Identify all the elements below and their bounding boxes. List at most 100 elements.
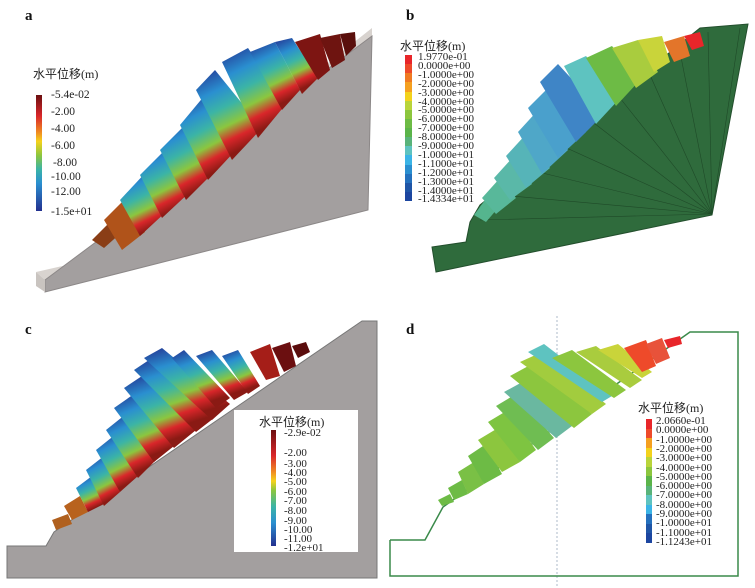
legend-tick: -12.00 <box>51 186 81 198</box>
legend-tick: -7.00 <box>284 495 307 507</box>
colorbar-segment <box>405 55 412 65</box>
legend-title-c: 水平位移(m) <box>259 415 325 429</box>
colorbar-segment <box>646 428 652 439</box>
legend-tick: -2.00 <box>51 106 75 118</box>
legend-tick: -1.3000e+01 <box>418 175 474 188</box>
legend-tick: -3.0000e+00 <box>656 452 712 465</box>
legend-tick: -1.0000e+00 <box>656 433 712 446</box>
legend-tick: -3.0000e+00 <box>418 86 474 99</box>
legend-tick: -2.9e-02 <box>284 427 321 439</box>
legend-title-b: 水平位移(m) <box>400 39 466 53</box>
colorbar-segment <box>405 109 412 119</box>
slope-model-3d-a <box>36 28 373 293</box>
colorbar-segment <box>405 146 412 156</box>
legend-tick: -9.0000e+00 <box>656 508 712 520</box>
legend-tick: -2.0000e+00 <box>656 442 712 455</box>
panel-label-d: d <box>406 322 415 338</box>
legend-tick: -8.00 <box>53 157 77 169</box>
colorbar-segment <box>405 82 412 92</box>
colorbar-segment <box>405 155 412 165</box>
colorbar-segment <box>405 164 412 174</box>
colorbar-segment <box>646 447 652 458</box>
colorbar-b <box>405 55 412 201</box>
colorbar-segment <box>405 182 412 192</box>
colorbar-segment <box>646 476 652 486</box>
panel-label-c: c <box>25 322 32 338</box>
legend-tick: -6.0000e+00 <box>656 480 712 493</box>
legend-tick: -4.00 <box>284 467 307 479</box>
legend-tick: -10.00 <box>51 171 81 183</box>
panel-d: d 水平位移(m) 2.0660e-01 0.0000e+00 -1 <box>380 300 755 588</box>
colorbar-segment <box>646 485 652 496</box>
colorbar-segment <box>405 118 412 128</box>
legend-tick: -1.1243e+01 <box>656 535 712 548</box>
colorbar-segment <box>405 91 412 101</box>
legend-tick: -1.1000e+01 <box>656 526 712 539</box>
legend-tick: -9.0000e+00 <box>418 140 474 152</box>
colorbar-d <box>646 419 652 543</box>
colorbar-segment <box>646 438 652 448</box>
legend-tick: -9.00 <box>284 515 307 527</box>
colorbar-segment <box>646 495 652 505</box>
legend-tick: -7.0000e+00 <box>656 489 712 502</box>
legend-tick: 1.9770e-01 <box>418 51 468 63</box>
legend-tick: -5.0000e+00 <box>656 470 712 483</box>
legend-tick: 2.0660e-01 <box>656 415 706 427</box>
legend-tick: -2.0000e+00 <box>418 77 474 90</box>
colorbar-segment <box>646 457 652 467</box>
slices-a <box>92 32 356 250</box>
panel-label-b: b <box>406 8 415 24</box>
slope-model-3d-b <box>431 23 749 273</box>
panel-b: b <box>390 0 755 300</box>
legend-tick: -8.0000e+00 <box>418 131 474 144</box>
legend-a: 水平位移(m) -5.4e-02 -2.00 -4.00 -6.00 -8.00… <box>30 68 130 218</box>
legend-tick: 0.0000e+00 <box>656 424 709 437</box>
colorbar-a <box>36 95 42 211</box>
colorbar-segment <box>646 419 652 429</box>
slope-front-edge <box>36 272 45 292</box>
colorbar-segment <box>646 514 652 524</box>
legend-tick: -5.0000e+00 <box>418 104 474 117</box>
slope-outline <box>389 331 739 577</box>
slope-model-2d-d <box>389 316 739 588</box>
panel-label-a: a <box>25 8 33 24</box>
legend-tick: -7.0000e+00 <box>418 122 474 135</box>
legend-title-a: 水平位移(m) <box>33 67 99 81</box>
legend-c: 水平位移(m) -2.9e-02 -2.00 -3.00 -4.00 -5.00… <box>234 410 358 554</box>
legend-title-d: 水平位移(m) <box>638 401 704 415</box>
legend-tick: -6.00 <box>51 140 75 152</box>
legend-tick: -4.00 <box>51 123 75 135</box>
legend-tick: -4.0000e+00 <box>418 95 474 108</box>
legend-tick: -8.00 <box>284 505 307 517</box>
colorbar-segment <box>405 137 412 147</box>
colorbar-segment <box>646 523 652 534</box>
legend-tick: -5.00 <box>284 476 307 488</box>
legend-tick: -6.00 <box>284 486 307 498</box>
legend-tick: -2.00 <box>284 447 307 459</box>
mesh-lines <box>479 27 741 221</box>
colorbar-segment <box>646 466 652 477</box>
legend-tick: -1.2000e+01 <box>418 166 474 179</box>
legend-tick: -1.2e+01 <box>284 542 324 554</box>
legend-tick: 0.0000e+00 <box>418 59 471 72</box>
colorbar-segment <box>405 173 412 183</box>
colorbar-segment <box>646 533 652 543</box>
panel-c: c 水平位移(m) -2.9e-02 -2.00 -3.00 -4.00 <box>0 300 380 588</box>
legend-tick: -1.0000e+01 <box>418 148 474 161</box>
colorbar-c <box>271 430 276 546</box>
legend-tick: -6.0000e+00 <box>418 113 474 126</box>
legend-tick: -1.4000e+01 <box>418 184 474 197</box>
legend-tick: -5.4e-02 <box>51 89 90 101</box>
legend-tick: -1.0000e+01 <box>656 517 712 530</box>
legend-tick: -1.4334e+01 <box>418 193 474 206</box>
legend-tick: -3.00 <box>284 458 307 470</box>
colorbar-segment <box>405 128 412 138</box>
legend-tick: -11.00 <box>284 533 313 545</box>
colorbar-segment <box>646 504 652 515</box>
legend-b: 水平位移(m) 1.9770e-01 0.0000e+00 -1.0000e+00-… <box>398 40 498 210</box>
legend-tick: -1.1000e+01 <box>418 157 474 170</box>
legend-tick: -8.0000e+00 <box>656 498 712 511</box>
colorbar-segment <box>405 191 412 201</box>
slices-c <box>52 342 310 530</box>
legend-tick: -10.00 <box>284 524 313 536</box>
